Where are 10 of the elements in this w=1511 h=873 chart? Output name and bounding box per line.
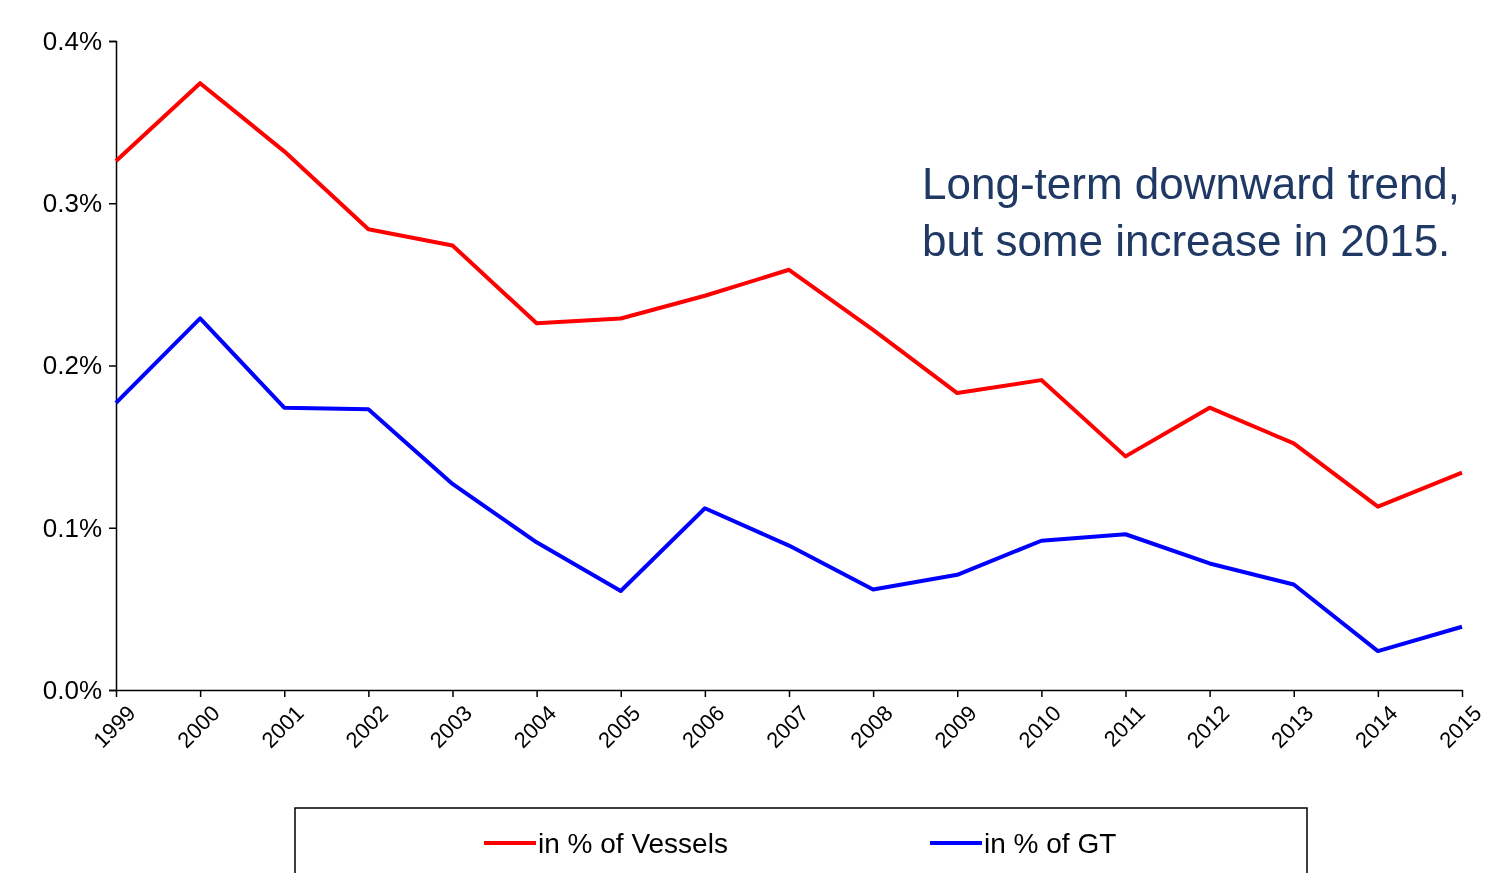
y-tick-label: 0.4% [42, 25, 102, 56]
y-tick-label: 0.0% [42, 674, 102, 705]
legend-label: in % of GT [984, 828, 1117, 859]
y-tick-label: 0.3% [42, 188, 102, 219]
annotation: Long-term downward trend, but some increase in 2015. [922, 159, 1461, 265]
line-series [114, 316, 1464, 654]
line-series [114, 81, 1464, 509]
y-tick-label: 0.2% [42, 350, 102, 381]
y-tick-label: 0.1% [42, 512, 102, 543]
legend-label: in % of Vessels [538, 828, 728, 859]
